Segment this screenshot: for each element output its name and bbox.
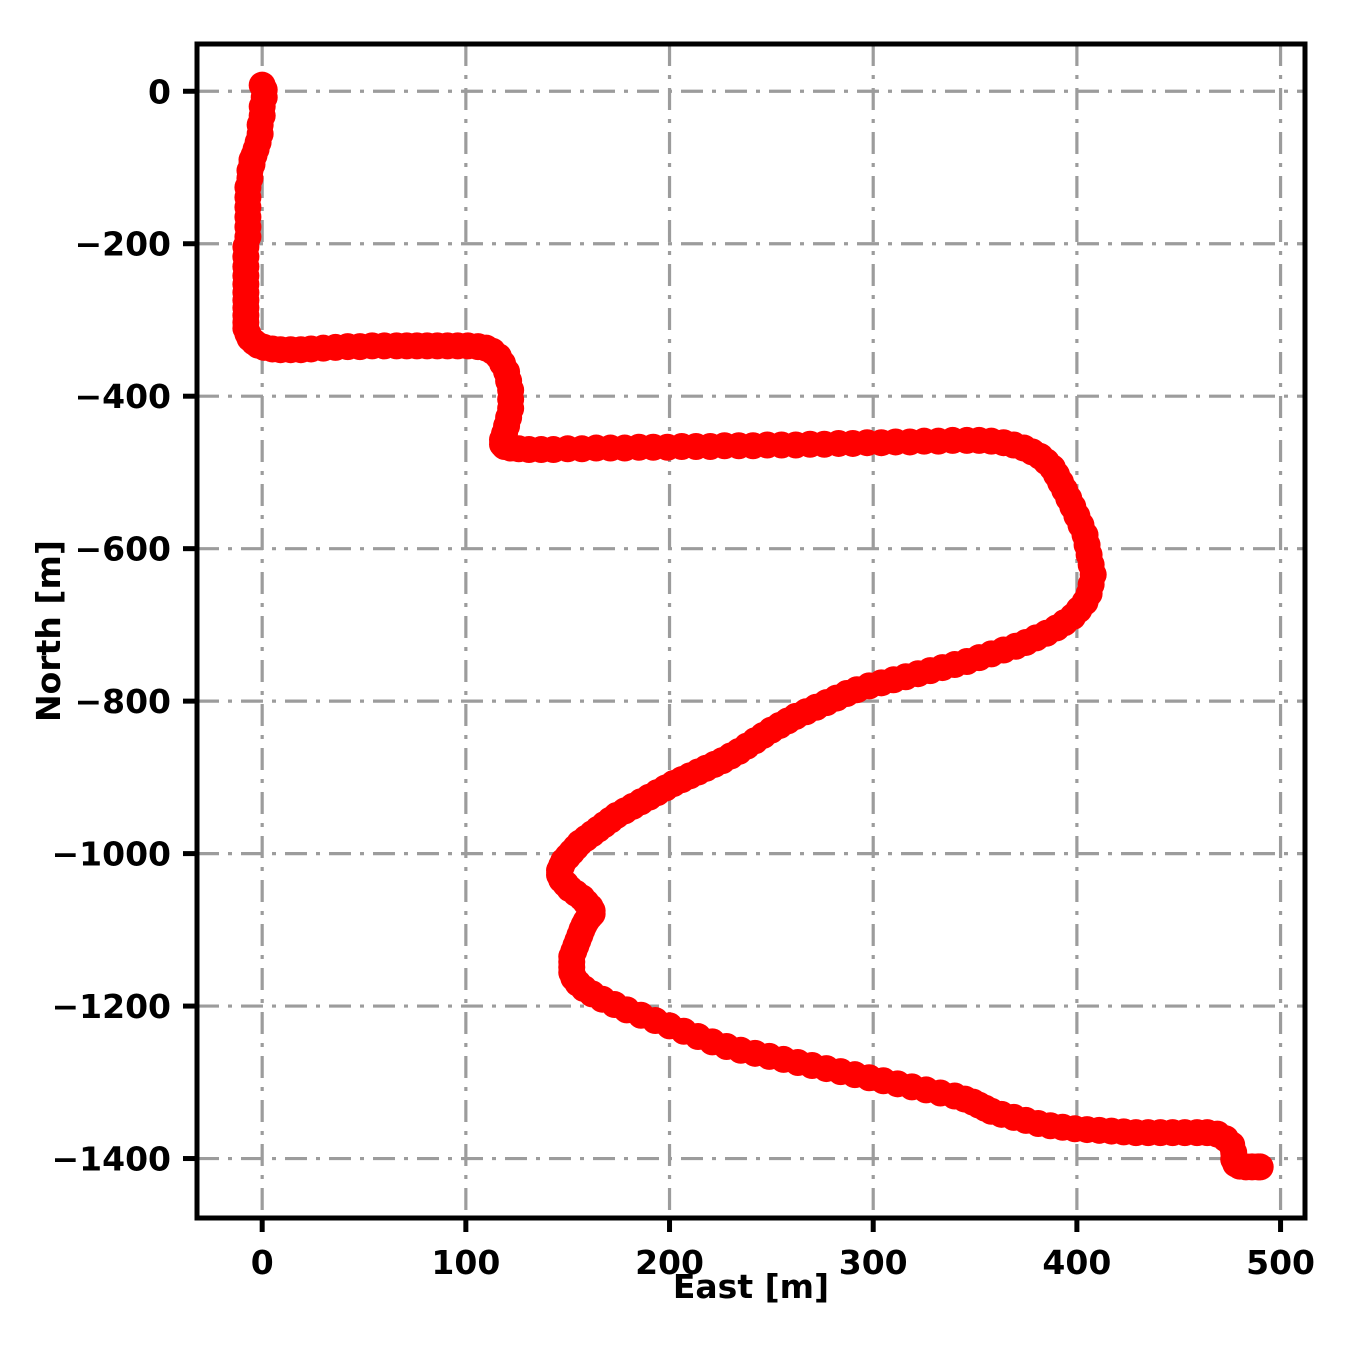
grid-lines — [197, 44, 1305, 1218]
y-tick-label: −800 — [74, 682, 171, 721]
x-axis-label: East [m] — [673, 1267, 829, 1306]
y-tick-label: −1000 — [52, 835, 172, 874]
x-tick-label: 200 — [635, 1243, 704, 1282]
x-tick-label: 100 — [431, 1243, 500, 1282]
x-tick-label: 400 — [1042, 1243, 1111, 1282]
axis-spines — [194, 41, 1308, 1221]
y-tick-label: −400 — [74, 377, 171, 416]
x-tick-label: 0 — [251, 1243, 274, 1282]
axes-frame — [194, 41, 1308, 1221]
x-tick-label: 500 — [1246, 1243, 1315, 1282]
data-point — [1246, 1153, 1274, 1181]
y-tick-label: 0 — [148, 72, 171, 111]
y-tick-label: −1400 — [52, 1140, 172, 1179]
tick-marks — [183, 88, 1284, 1232]
x-tick-label: 300 — [839, 1243, 908, 1282]
y-tick-label: −600 — [74, 530, 171, 569]
y-tick-label: −200 — [74, 225, 171, 264]
tick-labels: 0 100 200 300 400 500 0 −200 −400 −600 −800 −1000 −1… — [52, 72, 1316, 1282]
plot-series — [232, 71, 1274, 1181]
y-tick-label: −1200 — [52, 987, 172, 1026]
y-axis-label: North [m] — [29, 540, 68, 722]
